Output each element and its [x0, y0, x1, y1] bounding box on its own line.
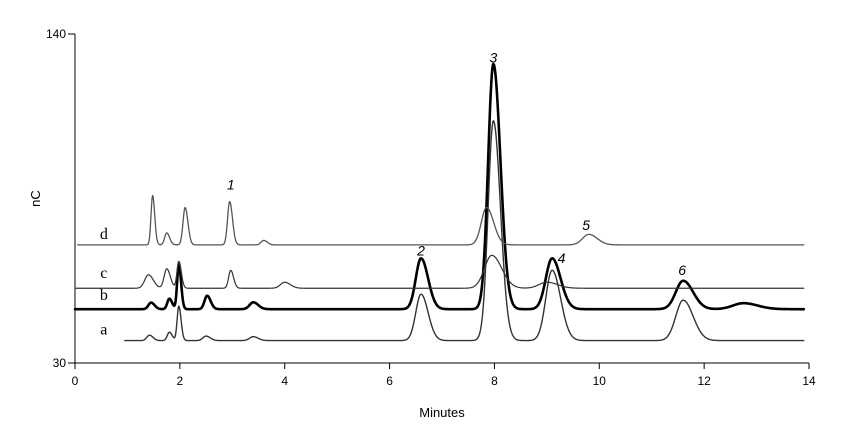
x-tick-label: 12 [697, 374, 711, 388]
y-axis-title: nC [28, 190, 43, 207]
trace-d [76, 194, 805, 246]
x-tick-label: 8 [491, 374, 498, 388]
trace-label-c: c [100, 265, 107, 282]
x-tick-label: 14 [802, 374, 816, 388]
peak-label-2: 2 [416, 242, 425, 258]
peak-label-5: 5 [582, 217, 590, 233]
trace-a [124, 120, 805, 342]
trace-label-d: d [100, 226, 108, 243]
peak-label-6: 6 [678, 262, 686, 278]
x-tick-label: 2 [177, 374, 184, 388]
trace-b [73, 62, 806, 311]
trace-c [74, 254, 805, 289]
y-tick-label: 140 [46, 27, 66, 41]
y-tick-label: 30 [53, 356, 67, 370]
x-tick-label: 4 [281, 374, 288, 388]
traces [73, 62, 806, 342]
x-tick-label: 0 [72, 374, 79, 388]
annotations: a bc d 1 2 3 4 5 6 [100, 49, 686, 338]
trace-label-b: b [100, 287, 108, 304]
x-tick-label: 6 [386, 374, 393, 388]
x-tick-label: 10 [593, 374, 607, 388]
peak-label-1: 1 [227, 177, 235, 193]
x-axis-title: Minutes [419, 405, 465, 420]
peak-label-4: 4 [558, 250, 566, 266]
peak-label-3: 3 [489, 49, 497, 65]
trace-label-a: a [100, 322, 107, 339]
